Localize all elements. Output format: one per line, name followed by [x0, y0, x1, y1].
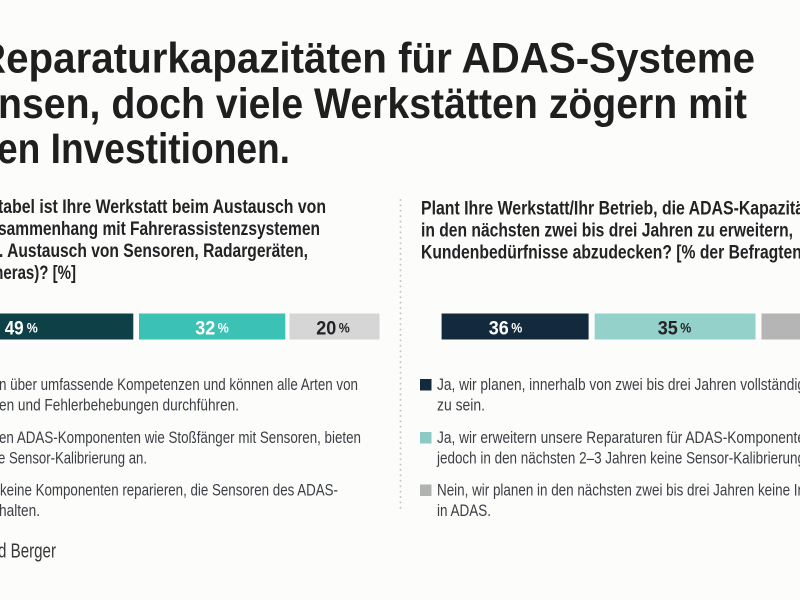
svg-text:Kundenbedürfnisse abzudecken?: Kundenbedürfnisse abzudecken? [% der Bef… [421, 243, 800, 264]
svg-text:20: 20 [316, 319, 336, 340]
svg-text:%: % [218, 320, 229, 336]
svg-text:halten.: halten. [0, 501, 40, 520]
svg-text:35: 35 [658, 319, 678, 340]
svg-text:tabel ist Ihre Werkstatt beim: tabel ist Ihre Werkstatt beim Austausch … [0, 197, 326, 218]
svg-text:keine Komponenten reparieren,: keine Komponenten reparieren, die Sensor… [0, 481, 338, 500]
svg-text:Nein, wir planen in den nächst: Nein, wir planen in den nächsten zwei bi… [437, 481, 800, 500]
svg-text:Plant Ihre Werkstatt/Ihr Betri: Plant Ihre Werkstatt/Ihr Betrieb, die AD… [421, 199, 800, 220]
svg-text:. Austausch von Sensoren, Rada: . Austausch von Sensoren, Radargeräten, [0, 241, 308, 262]
svg-text:%: % [511, 320, 522, 336]
svg-text:32: 32 [195, 319, 215, 340]
svg-text:n über umfassende Kompetenzen: n über umfassende Kompetenzen und können… [0, 375, 358, 394]
svg-text:%: % [27, 320, 38, 336]
svg-text:zu sein.: zu sein. [437, 396, 485, 415]
svg-text:in ADAS.: in ADAS. [437, 501, 491, 520]
svg-text:in den nächsten zwei bis drei: in den nächsten zwei bis drei Jahren zu … [421, 221, 793, 242]
svg-text:%: % [339, 320, 350, 336]
svg-text:e Sensor-Kalibrierung an.: e Sensor-Kalibrierung an. [0, 449, 147, 468]
svg-text:Reparaturkapazitäten für ADAS-: Reparaturkapazitäten für ADAS-Systeme [0, 35, 755, 83]
svg-text:d Berger: d Berger [0, 541, 56, 563]
svg-text:49: 49 [5, 319, 24, 340]
svg-text:%: % [680, 320, 691, 336]
svg-text:nsen, doch viele Werkstätten z: nsen, doch viele Werkstätten zögern mit [0, 80, 747, 128]
svg-text:en und Fehlerbehebungen durchf: en und Fehlerbehebungen durchführen. [0, 396, 239, 415]
svg-text:en Investitionen.: en Investitionen. [0, 125, 290, 173]
svg-text:36: 36 [489, 319, 509, 340]
svg-text:Ja, wir erweitern unsere Repar: Ja, wir erweitern unsere Reparaturen für… [437, 428, 800, 447]
svg-text:Ja, wir planen, innerhalb von: Ja, wir planen, innerhalb von zwei bis d… [437, 375, 800, 394]
svg-text:sammenhang mit Fahrerassistenz: sammenhang mit Fahrerassistenzsystemen [0, 219, 320, 240]
svg-text:meras)? [%]: meras)? [%] [0, 263, 76, 284]
svg-text:jedoch in den nächsten 2–3 Jah: jedoch in den nächsten 2–3 Jahren keine … [436, 449, 800, 468]
svg-text:en ADAS-Komponenten wie Stoßfä: en ADAS-Komponenten wie Stoßfänger mit S… [0, 428, 361, 447]
